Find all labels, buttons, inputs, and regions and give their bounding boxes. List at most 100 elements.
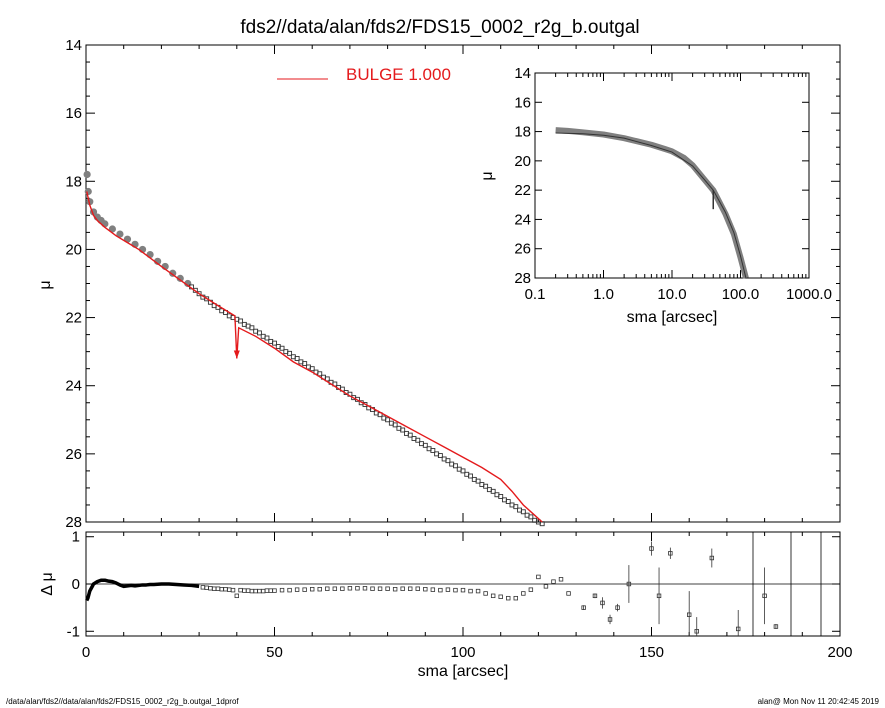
residual-ytick-label: -1 bbox=[67, 623, 80, 640]
residual-yticks: -1 0 1 bbox=[67, 529, 840, 640]
residual-inner-curve bbox=[85, 578, 200, 602]
main-data-square bbox=[317, 371, 323, 377]
main-data-square bbox=[483, 483, 489, 489]
inset-model-line bbox=[555, 132, 747, 279]
main-data-square bbox=[468, 473, 473, 479]
main-data-point bbox=[169, 269, 177, 277]
inset-yticks: 14 16 18 20 22 24 26 28 bbox=[514, 65, 809, 287]
main-data-point bbox=[116, 230, 124, 238]
residual-square bbox=[347, 586, 353, 591]
residual-errorbar-point bbox=[656, 593, 662, 599]
residual-square bbox=[392, 587, 398, 592]
inset-xtick-label: 100.0 bbox=[722, 286, 760, 303]
residual-errorbar-point bbox=[607, 617, 613, 622]
main-yticks: 14 16 18 20 22 24 26 28 bbox=[65, 37, 840, 531]
residual-xtick-label: 150 bbox=[639, 644, 664, 661]
main-data-square bbox=[400, 427, 406, 433]
main-data-square bbox=[385, 417, 391, 423]
residual-square bbox=[260, 588, 266, 594]
residual-errorbar-point bbox=[687, 612, 692, 617]
main-data-square bbox=[287, 350, 293, 356]
residual-square bbox=[242, 588, 247, 593]
residual-panel: -101 0 50 100 150 200 Δ μ sma [arcsec] bbox=[39, 529, 853, 680]
residual-errorbar-point bbox=[709, 555, 715, 561]
residual-xtick-label: 0 bbox=[82, 644, 90, 661]
inset-xticks: 0.1 1.0 10.0 100.0 1000.0 bbox=[525, 73, 832, 303]
residual-square bbox=[309, 587, 315, 592]
main-data-square bbox=[460, 468, 466, 474]
residual-vertical-lines bbox=[752, 532, 822, 636]
inset-ytick-label: 22 bbox=[514, 182, 531, 199]
inset-ytick-label: 26 bbox=[514, 241, 531, 258]
inset-data-band bbox=[555, 127, 749, 279]
residual-square bbox=[468, 588, 473, 594]
residual-square bbox=[498, 594, 503, 599]
residual-square bbox=[385, 586, 390, 591]
main-data-square bbox=[249, 325, 255, 331]
residual-errorbar-point bbox=[773, 624, 779, 629]
residual-errorbar-point bbox=[615, 605, 620, 610]
residual-square bbox=[211, 586, 217, 591]
inset-ytick-label: 20 bbox=[514, 153, 531, 170]
residual-square bbox=[438, 587, 443, 593]
residual-square bbox=[370, 586, 375, 591]
residual-square bbox=[490, 593, 496, 599]
inset-xtick-label: 10.0 bbox=[657, 286, 686, 303]
residual-square bbox=[430, 587, 436, 592]
inset-ytick-label: 24 bbox=[514, 211, 531, 228]
main-data-square bbox=[415, 437, 421, 443]
main-ytick-label: 28 bbox=[65, 514, 82, 531]
main-data-square bbox=[490, 488, 496, 494]
residual-square bbox=[558, 577, 564, 582]
residual-squares bbox=[200, 574, 571, 601]
bulge-model-line bbox=[86, 191, 543, 523]
main-data-square bbox=[498, 493, 504, 499]
residual-xtick-label: 200 bbox=[827, 644, 852, 661]
main-ytick-label: 26 bbox=[65, 446, 82, 463]
inset-panel: 14 16 18 20 22 24 26 28 0.1 1.0 10.0 100.0 1000.0 μ… bbox=[479, 65, 832, 326]
main-data-point bbox=[154, 257, 162, 265]
main-data-square bbox=[302, 361, 308, 367]
main-data-point bbox=[83, 170, 91, 179]
main-data-square bbox=[294, 356, 300, 361]
main-ytick-label: 16 bbox=[65, 105, 82, 122]
main-data-square bbox=[430, 448, 436, 453]
residual-square bbox=[506, 595, 511, 601]
residual-square bbox=[287, 587, 292, 593]
inset-xtick-label: 0.1 bbox=[525, 286, 546, 303]
residual-square bbox=[230, 587, 236, 593]
inset-xtick-label: 1.0 bbox=[593, 286, 614, 303]
residual-square bbox=[253, 588, 258, 594]
residual-square bbox=[543, 584, 549, 589]
main-ytick-label: 14 bbox=[65, 37, 82, 54]
inset-frame bbox=[534, 72, 810, 279]
residual-square bbox=[566, 591, 571, 596]
main-data-square bbox=[445, 458, 451, 464]
residual-square bbox=[377, 586, 383, 591]
main-title: fds2//data/alan/fds2/FDS15_0002_r2g_b.ou… bbox=[240, 17, 639, 38]
residual-errorbar-point bbox=[762, 593, 767, 599]
inset-ytick-label: 14 bbox=[514, 65, 531, 82]
residual-square bbox=[355, 586, 360, 591]
residual-square bbox=[551, 579, 556, 584]
main-ytick-label: 22 bbox=[65, 310, 82, 327]
main-data-square bbox=[453, 463, 458, 469]
residual-square bbox=[234, 593, 239, 599]
main-data-square bbox=[475, 478, 481, 484]
legend-label: BULGE 1.000 bbox=[346, 65, 451, 84]
residual-errorbar-point bbox=[626, 581, 632, 587]
main-data-square bbox=[196, 291, 202, 297]
residual-square bbox=[208, 586, 213, 591]
residual-square bbox=[238, 587, 243, 593]
residual-xtick-label: 100 bbox=[450, 644, 475, 661]
main-data-square bbox=[513, 504, 519, 510]
residual-square bbox=[528, 587, 534, 592]
main-ytick-label: 24 bbox=[65, 378, 82, 395]
residual-square bbox=[245, 588, 251, 593]
inset-ytick-label: 28 bbox=[514, 270, 531, 287]
main-ytick-label: 20 bbox=[65, 241, 82, 258]
residual-square bbox=[268, 588, 273, 593]
residual-errorbar-point bbox=[736, 626, 741, 632]
main-data-point bbox=[146, 250, 154, 259]
